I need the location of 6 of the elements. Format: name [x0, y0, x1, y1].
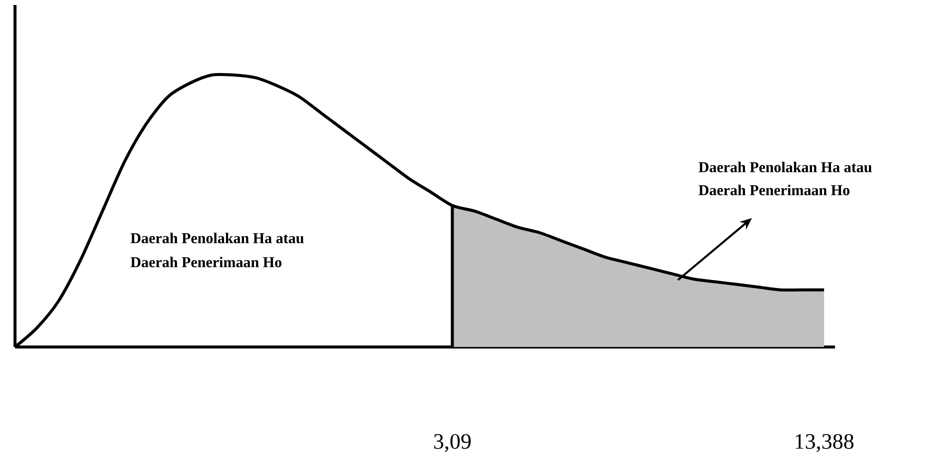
x-tick-label: 3,09 — [434, 434, 471, 452]
annotation: Daerah Penolakan Ha atau — [130, 232, 304, 244]
x-tick-label: 13,388 — [796, 434, 854, 452]
annotation: Daerah Penolakan Ha atau — [698, 162, 872, 172]
annotation: Daerah Penerimaan Ho — [130, 256, 282, 268]
annotation: Daerah Penerimaan Ho — [698, 184, 850, 196]
